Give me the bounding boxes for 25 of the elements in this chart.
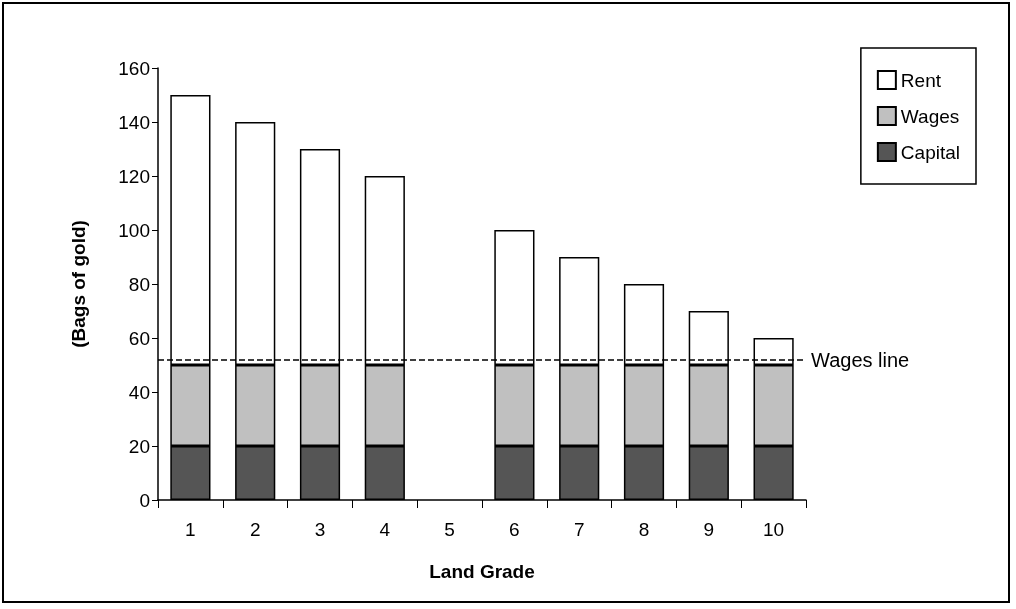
y-axis-title: (Bags of gold) [68,220,89,348]
y-tick-label: 160 [118,57,150,79]
x-tick-label: 1 [185,519,196,540]
x-tick-label: 2 [249,519,261,540]
x-tick-label: 5 [444,519,455,540]
y-tick-label: 140 [118,111,150,133]
x-tick-label: 9 [703,519,715,540]
legend-label: Capital [900,141,961,163]
y-tick-label: 0 [139,489,150,511]
x-tick-label: 6 [509,519,520,540]
x-tick-label: 8 [638,519,650,540]
legend-label: Rent [900,69,942,91]
legend-label: Wages [900,105,960,127]
x-tick-label: 4 [379,519,391,540]
x-axis-title: Land Grade [429,561,535,582]
y-tick-label: 120 [118,165,150,187]
ref-line-label: Wages line [811,348,910,371]
x-tick-label: 7 [573,519,585,540]
y-tick-label: 40 [128,381,150,403]
y-tick-label: 80 [128,273,150,295]
y-tick-label: 100 [118,219,150,241]
x-tick-label: 3 [314,519,326,540]
y-tick-label: 20 [128,435,150,457]
x-tick-label: 10 [763,519,785,540]
y-tick-label: 60 [128,327,150,349]
